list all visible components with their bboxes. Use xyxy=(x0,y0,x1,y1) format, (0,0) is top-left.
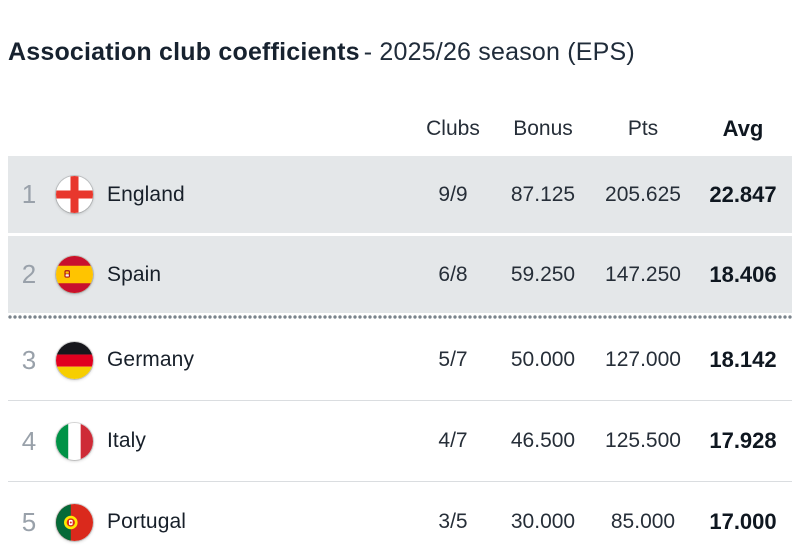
flag-portugal-icon xyxy=(56,503,93,541)
avg-value: 17.928 xyxy=(709,428,777,453)
bonus-value: 30.000 xyxy=(510,510,576,533)
page-title-suffix: - 2025/26 season (EPS) xyxy=(363,38,635,66)
clubs-value: 4/7 xyxy=(438,429,468,452)
table-row-germany[interactable]: 3 Germany 5/7 50.000 127.000 18.142 xyxy=(8,320,792,401)
bonus-value: 50.000 xyxy=(510,348,576,371)
clubs-value: 9/9 xyxy=(438,182,468,206)
avg-value: 18.406 xyxy=(709,261,777,287)
page-title: Association club coefficients - 2025/26 s… xyxy=(8,38,792,67)
clubs-value: 6/8 xyxy=(438,262,468,286)
page-title-main: Association club coefficients xyxy=(8,38,360,66)
rank-number: 2 xyxy=(21,259,37,289)
column-header-clubs: Clubs xyxy=(426,117,480,140)
country-name: England xyxy=(107,182,185,206)
pts-value: 85.000 xyxy=(610,510,676,533)
qualification-cutoff-line xyxy=(8,313,792,320)
column-header-pts: Pts xyxy=(627,117,659,140)
clubs-value: 5/7 xyxy=(438,348,468,371)
country-cell: Italy xyxy=(50,422,408,460)
country-name: Germany xyxy=(107,348,195,371)
country-cell: Germany xyxy=(50,341,408,379)
rank-number: 5 xyxy=(21,506,37,537)
rank-number: 4 xyxy=(21,425,37,456)
country-cell: Spain xyxy=(50,256,408,293)
table-row-england[interactable]: 1 England 9/9 87.125 205.625 22.847 xyxy=(8,156,792,233)
pts-value: 127.000 xyxy=(605,348,681,371)
bonus-value: 46.500 xyxy=(510,429,576,452)
pts-value: 147.250 xyxy=(605,262,681,286)
column-header-bonus: Bonus xyxy=(513,117,573,140)
flag-germany-icon xyxy=(56,341,93,379)
clubs-value: 3/5 xyxy=(438,510,468,533)
coefficients-table: 1 England 9/9 87.125 205.625 22.847 2 Sp… xyxy=(8,156,792,555)
country-cell: England xyxy=(50,176,408,213)
country-name: Portugal xyxy=(107,510,187,533)
flag-italy-icon xyxy=(56,422,93,460)
avg-value: 18.142 xyxy=(709,347,777,372)
pts-value: 125.500 xyxy=(605,429,681,452)
flag-spain-icon xyxy=(56,256,93,293)
avg-value: 17.000 xyxy=(709,509,777,534)
country-cell: Portugal xyxy=(50,503,408,541)
flag-england-icon xyxy=(56,176,93,213)
pts-value: 205.625 xyxy=(605,182,681,206)
rank-number: 1 xyxy=(21,179,37,209)
country-name: Spain xyxy=(107,262,162,286)
table-row-portugal[interactable]: 5 Portugal 3/5 30.000 85.000 17.000 xyxy=(8,482,792,555)
avg-value: 22.847 xyxy=(709,181,777,207)
table-row-italy[interactable]: 4 Italy 4/7 46.500 125.500 17.928 xyxy=(8,401,792,482)
bonus-value: 87.125 xyxy=(510,182,576,206)
column-header-avg: Avg xyxy=(722,116,764,141)
bonus-value: 59.250 xyxy=(510,262,576,286)
dotted-line xyxy=(8,314,792,319)
table-header-row: Clubs Bonus Pts Avg xyxy=(8,116,792,156)
coefficients-page: Association club coefficients - 2025/26 s… xyxy=(0,38,800,555)
rank-number: 3 xyxy=(21,344,37,375)
country-name: Italy xyxy=(107,429,147,452)
table-row-spain[interactable]: 2 Spain 6/8 59.250 147.250 18.406 xyxy=(8,236,792,313)
